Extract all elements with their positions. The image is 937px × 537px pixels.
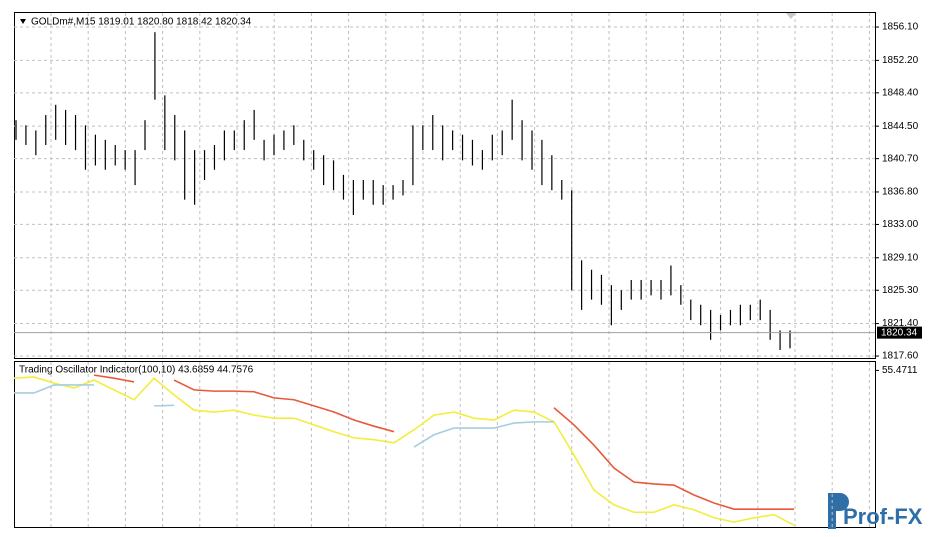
symbol-header: GOLDm#,M15 1819.01 1820.80 1818.42 1820.…: [31, 17, 252, 28]
y-tick-label: 1836.80: [882, 187, 919, 198]
y-tick-label: 1848.40: [882, 87, 919, 98]
logo-p: [828, 493, 849, 529]
last-price-box: [877, 326, 922, 339]
indicator-line: [13, 376, 795, 526]
y-tick-label: 1852.20: [882, 55, 919, 66]
shift-marker: [786, 13, 796, 19]
y-tick-label: 1833.00: [882, 219, 919, 230]
indicator-panel: [14, 361, 876, 528]
price-panel: [14, 12, 876, 359]
y-tick-label: 1840.70: [882, 153, 919, 164]
y-tick-label: 1829.10: [882, 252, 919, 263]
indicator-line: [14, 384, 554, 448]
y-tick-label: 1817.60: [882, 351, 919, 362]
watermark: Prof-FX: [843, 504, 923, 529]
y-tick-label: 1856.10: [882, 22, 919, 33]
y-tick-label: 1821.40: [882, 318, 919, 329]
menu-arrow[interactable]: [20, 19, 26, 24]
last-price-label: 1820.34: [881, 327, 918, 338]
indicator-line: [93, 374, 794, 510]
y-tick-label: 1825.30: [882, 285, 919, 296]
y-tick-label: 1844.50: [882, 121, 919, 132]
indicator-header: Trading Oscillator Indicator(100,10) 43.…: [19, 365, 254, 376]
y-tick-label: 55.4711: [882, 365, 918, 376]
